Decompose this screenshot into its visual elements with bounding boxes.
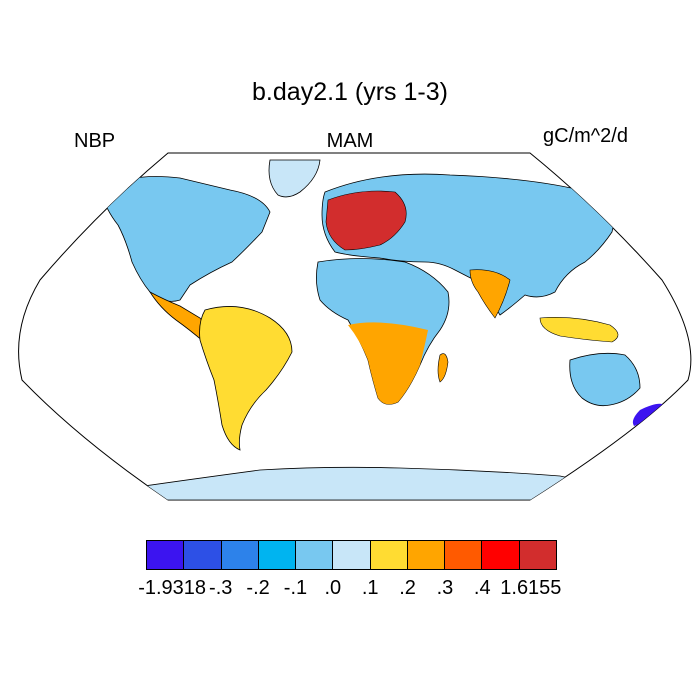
colorbar-swatch (482, 540, 520, 570)
colorbar-tick-label: -.2 (246, 577, 270, 599)
colorbar-swatch (146, 540, 185, 570)
variable-label: NBP (74, 130, 116, 152)
south-america (199, 306, 293, 451)
colorbar-swatch (333, 540, 371, 570)
colorbar-swatch (370, 540, 408, 570)
map-title: b.day2.1 (yrs 1-3) (252, 78, 448, 106)
colorbar-ticks: -1.9318 -.3 -.2 -.1 .0 .1 .2 .3 .4 1.6155 (0, 577, 700, 601)
colorbar-swatch (184, 540, 222, 570)
europe (325, 190, 407, 251)
colorbar-tick-label: 1.6155 (500, 577, 562, 599)
australia (569, 352, 641, 407)
greenland (268, 159, 321, 198)
north-america (99, 176, 271, 302)
antarctica (109, 466, 622, 500)
units-label: gC/m^2/d (543, 125, 628, 147)
colorbar-tick-label: .1 (361, 577, 379, 599)
colorbar-tick-label: .0 (324, 577, 342, 599)
colorbar-swatch (519, 540, 557, 570)
colorbar-tick-label: .4 (473, 577, 491, 599)
colorbar-swatch (445, 540, 483, 570)
india (469, 269, 511, 319)
colorbar-tick-label: .2 (399, 577, 416, 599)
colorbar-swatch (221, 540, 259, 570)
colorbar-swatch (407, 540, 446, 570)
africa-south (348, 322, 428, 405)
colorbar (146, 540, 557, 570)
season-label: MAM (326, 130, 374, 152)
colorbar-tick-label: -.1 (283, 577, 308, 599)
colorbar-tick-label: .3 (436, 577, 454, 599)
colorbar-swatch (296, 540, 334, 570)
colorbar-tick-label: -1.9318 (138, 577, 207, 599)
colorbar-swatch (258, 540, 297, 570)
indonesia (539, 317, 619, 343)
colorbar-tick-label: -.3 (209, 577, 233, 599)
madagascar (437, 353, 449, 383)
